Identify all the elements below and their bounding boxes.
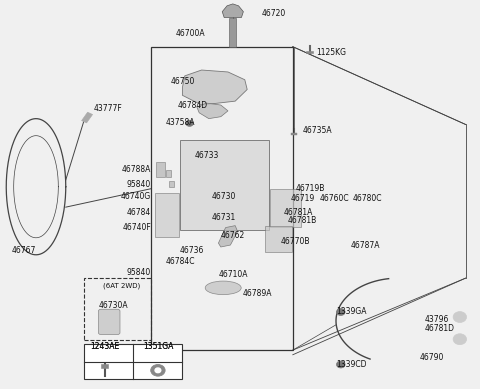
Text: 46781D: 46781D <box>425 324 455 333</box>
Text: 46731: 46731 <box>211 213 236 223</box>
Polygon shape <box>229 18 236 47</box>
Text: 43777F: 43777F <box>94 104 122 114</box>
Text: 46770B: 46770B <box>281 237 310 246</box>
Bar <box>151 47 293 350</box>
Polygon shape <box>197 103 228 119</box>
Circle shape <box>453 334 467 345</box>
FancyBboxPatch shape <box>155 193 179 237</box>
Bar <box>306 51 313 53</box>
Text: 46760C: 46760C <box>319 194 349 203</box>
Text: 46719B: 46719B <box>295 184 324 193</box>
Text: 1339CD: 1339CD <box>336 360 367 369</box>
Text: 46740F: 46740F <box>122 223 151 232</box>
Circle shape <box>155 368 161 373</box>
Text: 46781A: 46781A <box>283 207 312 217</box>
Polygon shape <box>222 4 243 18</box>
Text: 46762: 46762 <box>221 231 245 240</box>
Text: 43758A: 43758A <box>166 118 195 127</box>
Text: 46767: 46767 <box>12 246 36 256</box>
Circle shape <box>336 361 345 368</box>
FancyBboxPatch shape <box>270 189 301 227</box>
Bar <box>169 181 174 187</box>
Text: 46720: 46720 <box>262 9 286 18</box>
FancyBboxPatch shape <box>180 140 269 230</box>
Bar <box>101 364 108 368</box>
FancyBboxPatch shape <box>98 309 120 335</box>
Bar <box>291 133 297 135</box>
Bar <box>84 344 182 379</box>
Text: 95840: 95840 <box>127 180 151 189</box>
Text: 1243AE: 1243AE <box>90 342 119 352</box>
Text: 46740G: 46740G <box>121 192 151 201</box>
Text: (6AT 2WD): (6AT 2WD) <box>103 283 141 289</box>
Text: 46789A: 46789A <box>242 289 272 298</box>
Text: 46700A: 46700A <box>175 28 205 38</box>
Text: 95840: 95840 <box>127 268 151 277</box>
Text: 46719: 46719 <box>290 194 315 203</box>
Text: 46784D: 46784D <box>178 100 208 110</box>
Text: 46787A: 46787A <box>350 240 380 250</box>
FancyBboxPatch shape <box>265 226 292 252</box>
Circle shape <box>186 120 193 126</box>
Text: 46790: 46790 <box>420 352 444 362</box>
Text: 43796: 43796 <box>425 315 449 324</box>
Polygon shape <box>182 70 247 105</box>
Text: 1243AE: 1243AE <box>90 342 119 352</box>
Text: 1351GA: 1351GA <box>143 342 173 352</box>
Text: 46736: 46736 <box>180 246 204 256</box>
Text: 1125KG: 1125KG <box>316 48 346 57</box>
Text: 1339GA: 1339GA <box>336 307 367 317</box>
Text: 46735A: 46735A <box>302 126 332 135</box>
Text: 46733: 46733 <box>194 151 219 160</box>
Text: 46788A: 46788A <box>122 165 151 174</box>
Text: 46710A: 46710A <box>218 270 248 279</box>
Text: 46730A: 46730A <box>98 301 128 310</box>
Text: 46781B: 46781B <box>288 216 317 226</box>
Bar <box>82 112 93 123</box>
Text: 46784: 46784 <box>127 207 151 217</box>
Bar <box>166 170 171 177</box>
Ellipse shape <box>205 281 241 295</box>
Bar <box>156 162 165 177</box>
Circle shape <box>151 364 165 376</box>
Text: 46780C: 46780C <box>353 194 382 203</box>
Circle shape <box>336 308 345 315</box>
Circle shape <box>453 312 467 322</box>
Bar <box>84 278 151 340</box>
Text: 46784C: 46784C <box>166 257 195 266</box>
Text: 1351GA: 1351GA <box>143 342 173 352</box>
Polygon shape <box>218 226 238 247</box>
Text: 46750: 46750 <box>170 77 195 86</box>
Text: 46730: 46730 <box>211 192 236 201</box>
